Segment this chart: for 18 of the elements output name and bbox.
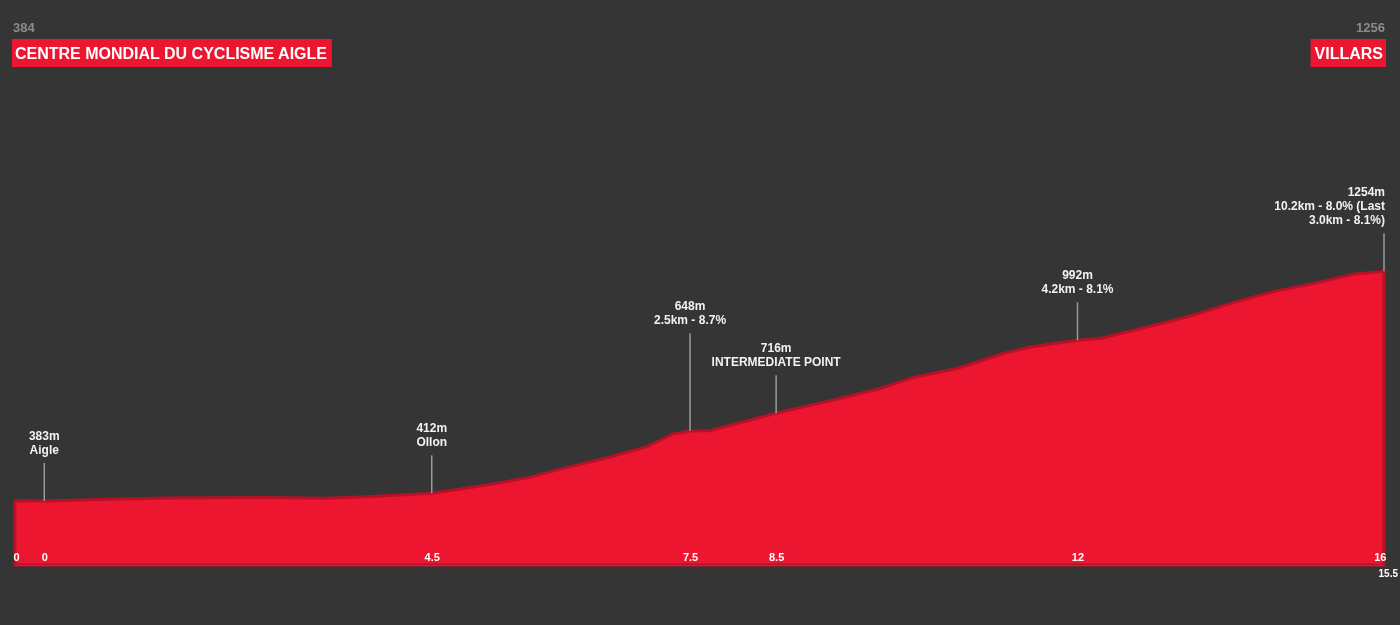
text: 384 (13, 20, 36, 35)
text: CENTRE MONDIAL DU CYCLISME AIGLE (15, 45, 328, 62)
annotation: 648m 2.5km - 8.7% (654, 299, 727, 328)
text: 1256 (1356, 20, 1385, 35)
annotation: 992m 4.2km - 8.1% (1041, 268, 1114, 297)
annotation: 412m Ollon (416, 421, 448, 450)
x-tick-label: 8.5 (768, 550, 785, 563)
annotation: 1254m 10.2km - 8.0% (Last 3.0km - 8.1%) (1274, 185, 1385, 228)
x-tick-label: 12 (1071, 550, 1085, 563)
x-tick-label: 0 (13, 550, 20, 563)
x-tick-label: 4.5 (424, 550, 440, 563)
x-tick-label: 7.5 (682, 550, 699, 563)
x-tick-label: 16 (1374, 550, 1387, 563)
text: 15.5 (1378, 568, 1399, 579)
text: VILLARS (1314, 45, 1384, 62)
x-tick-label: 0 (41, 550, 48, 563)
annotation: 716m INTERMEDIATE POINT (711, 341, 842, 370)
annotation: 383m Aigle (28, 428, 60, 457)
